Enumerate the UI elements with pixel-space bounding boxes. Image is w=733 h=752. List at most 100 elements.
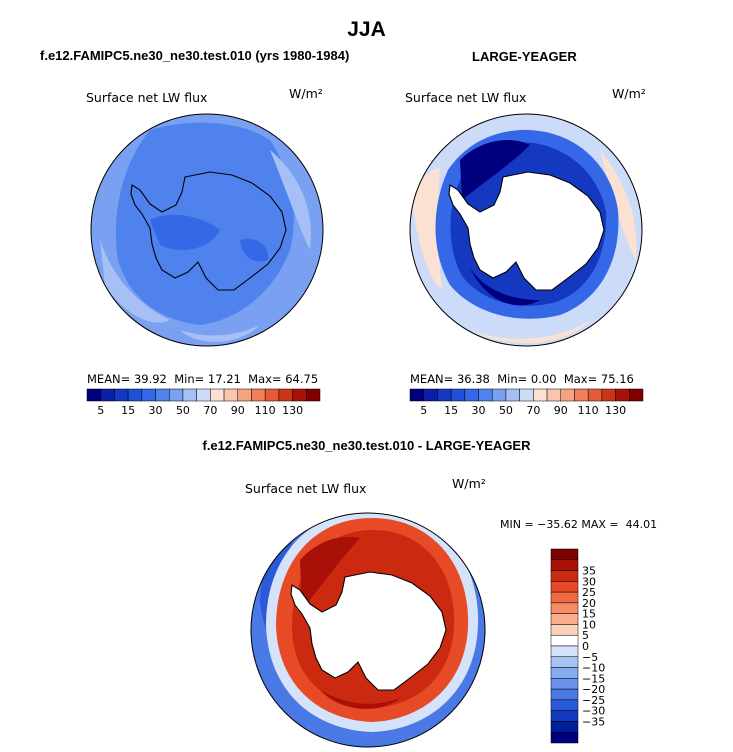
- panel2-colorbar-tick-3: 50: [499, 404, 513, 417]
- panel3-colorbar-tick-6: 5: [582, 629, 589, 642]
- panel2-min-value: 0.00: [530, 372, 557, 386]
- panel3-colorbar-box-3: [550, 581, 579, 593]
- panel2-mean-label: MEAN=: [410, 372, 454, 386]
- panel1-max-label: Max=: [248, 372, 282, 386]
- panel1-stats: MEAN= 39.92 Min= 17.21 Max= 64.75: [87, 372, 318, 386]
- panel3-colorbar-tick-4: 15: [582, 608, 596, 621]
- panel2-colorbar-tick-2: 30: [472, 404, 486, 417]
- panel2-colorbar-box-10: [546, 388, 562, 402]
- panel3-colorbar-tick-7: 0: [582, 640, 589, 653]
- panel3-colorbar-box-11: [550, 667, 579, 679]
- panel1-max-value: 64.75: [285, 372, 319, 386]
- panel1-colorbar-box-8: [196, 388, 211, 402]
- panel3-colorbar-box-4: [550, 591, 579, 604]
- panel3-colorbar-tick-0: 35: [582, 565, 596, 578]
- panel2-colorbar-box-6: [491, 388, 507, 402]
- panel2-map: [410, 114, 642, 346]
- panel3-colorbar-tick-14: −35: [582, 715, 605, 728]
- panel3-colorbar-tick-11: −20: [582, 683, 605, 696]
- panel2-max-label: Max=: [563, 372, 598, 386]
- panel2-colorbar-box-8: [519, 388, 534, 402]
- panel2-stats: MEAN= 36.38 Min= 0.00 Max= 75.16: [410, 372, 634, 386]
- panel3-colorbar-box-17: [550, 731, 579, 744]
- panel3-variable-label: Surface net LW flux: [245, 481, 367, 496]
- panel2-map-border: [409, 113, 643, 347]
- panel2-colorbar-box-13: [587, 388, 603, 402]
- panel1-colorbar-box-13: [264, 388, 280, 402]
- panel2-title: LARGE-YEAGER: [472, 49, 577, 64]
- panel1-colorbar-box-15: [292, 388, 307, 402]
- panel3-colorbar-tick-13: −30: [582, 705, 605, 718]
- panel1-colorbar-tick-0: 5: [97, 404, 104, 417]
- panel1-colorbar-box-6: [168, 388, 184, 402]
- panel1-units-label: W/m²: [289, 86, 323, 101]
- panel1-colorbar: 5 15 30 50 70 90 110 130: [86, 388, 321, 417]
- panel1-colorbar-box-16: [306, 388, 321, 402]
- panel3-colorbar-box-1: [550, 559, 579, 571]
- panel1-colorbar-box-5: [155, 388, 170, 402]
- panel3-colorbar-tick-3: 20: [582, 597, 596, 610]
- panel1-colorbar-box-0: [86, 388, 101, 402]
- panel2-colorbar-tick-5: 90: [554, 404, 568, 417]
- panel2-colorbar-tick-7: 130: [605, 404, 626, 417]
- panel2-colorbar-box-12: [574, 388, 589, 402]
- panel2-colorbar-tick-0: 5: [420, 404, 427, 417]
- panel3-colorbar-box-7: [550, 624, 579, 636]
- panel1-coastline: [130, 171, 287, 291]
- panel1-min-label: Min=: [174, 372, 205, 386]
- panel3-colorbar-box-12: [550, 678, 579, 690]
- panel1-colorbar-tick-7: 130: [282, 404, 303, 417]
- panel1-colorbar-box-10: [223, 388, 239, 402]
- panel3-colorbar-tick-8: −5: [582, 651, 598, 664]
- panel3-colorbar-tick-10: −15: [582, 672, 605, 685]
- panel2-colorbar-box-0: [409, 388, 424, 402]
- panel2-max-value: 75.16: [600, 372, 634, 386]
- panel1-min-value: 17.21: [207, 372, 241, 386]
- panel2-colorbar-tick-4: 70: [526, 404, 540, 417]
- panel1-colorbar-tick-6: 110: [255, 404, 276, 417]
- panel3-colorbar-box-14: [550, 699, 579, 711]
- panel2-colorbar-box-14: [601, 388, 616, 402]
- panel1-colorbar-box-4: [141, 388, 156, 402]
- panel1-colorbar-box-11: [237, 388, 252, 402]
- panel2-colorbar-box-9: [533, 388, 548, 402]
- panel3-title: f.e12.FAMIPC5.ne30_ne30.test.010 - LARGE…: [202, 438, 531, 453]
- panel3-colorbar-box-13: [550, 688, 579, 701]
- panel2-colorbar-box-5: [478, 388, 493, 402]
- panel3-colorbar-tick-9: −10: [582, 662, 605, 675]
- panel3-colorbar-tick-1: 30: [582, 575, 596, 588]
- panel2-colorbar-box-15: [615, 388, 630, 402]
- panel3-units-label: W/m²: [452, 476, 486, 491]
- panel1-mean-value: 39.92: [133, 372, 167, 386]
- panel2-colorbar-box-4: [464, 388, 479, 402]
- panel1-colorbar-box-1: [100, 388, 115, 402]
- panel3-coastline: [290, 571, 447, 691]
- panel2-min-label: Min=: [497, 372, 528, 386]
- panel2-coastline: [448, 171, 605, 291]
- panel1-title: f.e12.FAMIPC5.ne30_ne30.test.010 (yrs 19…: [40, 48, 350, 63]
- panel3-colorbar-tick-12: −25: [582, 694, 605, 707]
- panel2-colorbar-tick-6: 110: [578, 404, 599, 417]
- panel1-colorbar-box-14: [278, 388, 293, 402]
- panel3-map-border: [250, 512, 486, 748]
- panel1-mean-label: MEAN=: [87, 372, 131, 386]
- panel3-colorbar-tick-2: 25: [582, 586, 596, 599]
- panel2-colorbar-box-3: [450, 388, 466, 402]
- panel1-map: [91, 114, 323, 346]
- panel2-colorbar-box-1: [423, 388, 438, 402]
- panel3-colorbar-box-15: [550, 710, 579, 722]
- panel2-colorbar-tick-1: 15: [444, 404, 458, 417]
- panel1-variable-label: Surface net LW flux: [86, 90, 208, 105]
- panel2-colorbar-box-16: [629, 388, 644, 402]
- figure-title: JJA: [347, 18, 386, 41]
- panel3-colorbar-tick-5: 10: [582, 618, 596, 631]
- panel1-colorbar-tick-3: 50: [176, 404, 190, 417]
- panel1-colorbar-box-2: [114, 388, 129, 402]
- panel1-colorbar-box-3: [127, 388, 143, 402]
- panel2-colorbar-box-2: [437, 388, 452, 402]
- panel1-colorbar-box-9: [210, 388, 225, 402]
- panel1-colorbar-tick-5: 90: [231, 404, 245, 417]
- panel3-range-text: MIN = −35.62 MAX = 44.01: [500, 518, 658, 531]
